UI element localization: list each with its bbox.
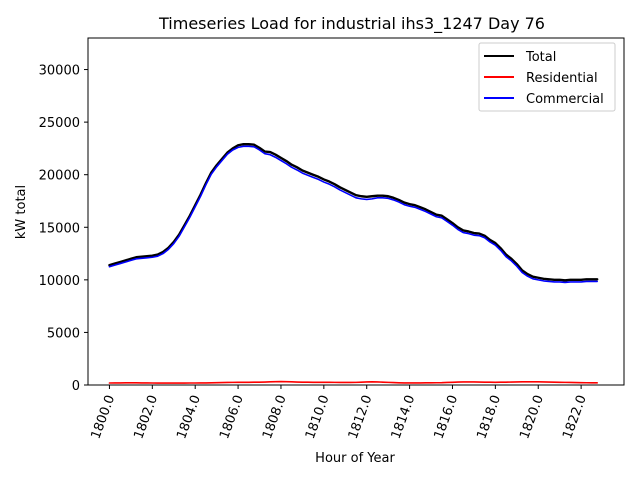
y-tick-label: 30000 — [39, 64, 80, 79]
series-line-residential — [108, 380, 599, 384]
series-line-commercial — [108, 145, 599, 284]
x-axis-title: Hour of Year — [315, 451, 395, 466]
legend: Total Residential Commercial — [478, 42, 616, 112]
legend-label-residential: Residential — [526, 71, 598, 86]
plot-frame — [87, 37, 625, 386]
legend-box — [478, 42, 616, 112]
y-tick-label: 5000 — [47, 326, 80, 341]
y-axis-title: kW total — [14, 185, 29, 239]
y-tick-label: 20000 — [39, 169, 80, 184]
y-tick-label: 25000 — [39, 116, 80, 131]
chart-title: Timeseries Load for industrial ihs3_1247… — [158, 14, 545, 34]
legend-label-total: Total — [525, 50, 556, 65]
legend-label-commercial: Commercial — [526, 92, 604, 107]
plot-lines — [108, 142, 599, 384]
y-tick-label: 15000 — [39, 221, 80, 236]
y-tick-label: 10000 — [39, 274, 80, 289]
y-tick-label: 0 — [72, 379, 80, 394]
y-axis: 0 5000 10000 15000 20000 25000 30000 — [39, 64, 88, 394]
